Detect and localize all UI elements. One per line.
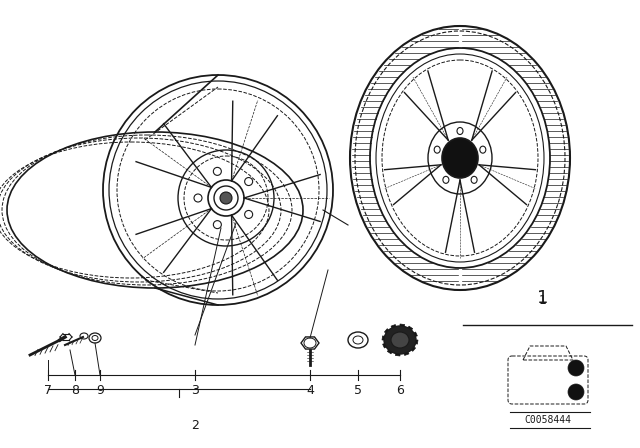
Text: C0058444: C0058444 (525, 415, 572, 425)
Polygon shape (383, 343, 388, 348)
Text: 4: 4 (306, 383, 314, 396)
Text: 2: 2 (191, 418, 199, 431)
Text: 1: 1 (539, 293, 547, 306)
Ellipse shape (568, 384, 584, 400)
Ellipse shape (568, 360, 584, 376)
Polygon shape (385, 329, 390, 334)
Text: 1: 1 (538, 289, 548, 307)
Text: 8: 8 (71, 383, 79, 396)
Polygon shape (413, 340, 418, 344)
Polygon shape (387, 349, 393, 354)
Polygon shape (412, 332, 417, 337)
Polygon shape (391, 324, 396, 330)
Ellipse shape (442, 138, 478, 178)
Polygon shape (382, 336, 387, 340)
Ellipse shape (220, 192, 232, 204)
Polygon shape (410, 346, 415, 351)
Text: 3: 3 (191, 383, 199, 396)
Text: 6: 6 (396, 383, 404, 396)
Polygon shape (404, 350, 409, 355)
Ellipse shape (384, 326, 416, 354)
Text: 5: 5 (354, 383, 362, 396)
Polygon shape (400, 324, 404, 328)
Polygon shape (396, 352, 400, 356)
Polygon shape (407, 326, 413, 332)
Ellipse shape (391, 332, 409, 348)
Text: 9: 9 (96, 383, 104, 396)
Text: 7: 7 (44, 383, 52, 396)
